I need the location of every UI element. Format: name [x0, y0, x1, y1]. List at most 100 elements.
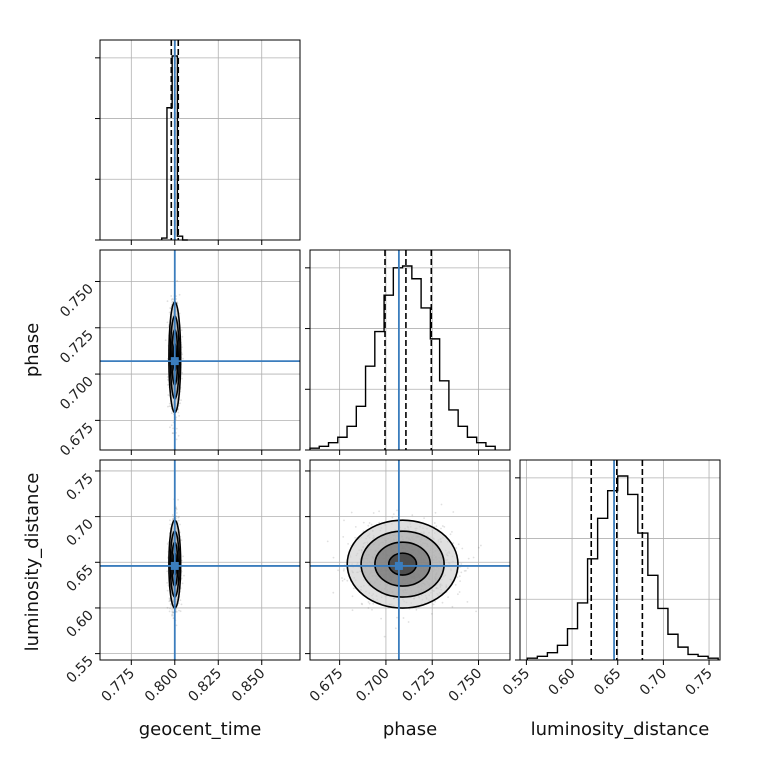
sample-point [175, 438, 178, 441]
sample-point [371, 608, 373, 611]
sample-point [368, 522, 371, 524]
sample-point [177, 519, 180, 522]
sample-point [171, 297, 174, 300]
y-tick-label: 0.60 [63, 607, 96, 640]
sample-point [343, 568, 345, 570]
sample-point [367, 524, 370, 527]
sample-point [452, 511, 455, 513]
sample-point [175, 515, 178, 518]
sample-point [169, 607, 172, 610]
y-axis-label-phase: phase [22, 323, 43, 377]
sample-point [171, 514, 174, 516]
sample-point [452, 542, 455, 544]
sample-point [458, 575, 461, 577]
panel-content [100, 250, 300, 450]
sample-point [332, 556, 335, 559]
sample-point [332, 591, 335, 594]
sample-point [166, 321, 169, 324]
sample-point [372, 512, 375, 514]
sample-point [181, 371, 184, 374]
panel-2d-phase-luminosity_distance: 0.675 0.700 0.725 0.750 [305, 459, 511, 706]
sample-point [166, 606, 169, 609]
sample-point [179, 523, 181, 526]
y-tick-label: 0.55 [63, 653, 96, 686]
y-axis-label-luminosity-distance: luminosity_distance [22, 473, 43, 652]
sample-point [451, 531, 453, 533]
sample-point [367, 601, 370, 603]
sample-point [168, 610, 171, 613]
truth-marker [170, 561, 179, 570]
sample-point [423, 517, 425, 519]
sample-point [459, 580, 461, 582]
sample-point [440, 503, 443, 506]
sample-point [460, 563, 463, 565]
panel-hist-luminosity_distance: 0.55 0.60 0.65 0.70 0.75 [500, 459, 721, 699]
sample-point [441, 601, 444, 604]
sample-point [368, 602, 371, 605]
sample-point [166, 582, 169, 584]
sample-point [370, 523, 373, 526]
sample-point [168, 402, 171, 405]
sample-point [179, 599, 182, 602]
contour-line [387, 552, 418, 576]
sample-point [166, 376, 169, 378]
x-tick-label: 0.775 [98, 666, 138, 706]
sample-point [170, 295, 173, 297]
sample-point [362, 521, 365, 524]
sample-point [169, 307, 172, 310]
sample-point [168, 600, 171, 603]
sample-point [361, 603, 364, 606]
sample-point [455, 547, 458, 549]
sample-point [172, 432, 175, 435]
sample-point [435, 525, 438, 528]
x-tick-label: 0.675 [307, 666, 347, 706]
sample-point [171, 432, 174, 434]
sample-point [179, 402, 182, 405]
sample-point [407, 621, 410, 623]
sample-point [168, 405, 171, 408]
sample-point [170, 605, 173, 607]
sample-point [175, 508, 178, 511]
sample-point [432, 603, 435, 606]
sample-point [458, 591, 461, 593]
sample-point [392, 513, 395, 515]
sample-point [183, 574, 185, 577]
sample-point [176, 301, 179, 303]
sample-point [434, 511, 437, 514]
sample-point [460, 571, 463, 574]
sample-point [177, 411, 180, 414]
sample-point [411, 514, 414, 517]
x-axis-label-phase: phase [383, 719, 437, 740]
sample-point [396, 616, 398, 619]
sample-point [180, 577, 183, 580]
sample-point [367, 607, 370, 609]
sample-point [181, 353, 184, 356]
sample-point [477, 546, 480, 549]
sample-point [169, 523, 172, 526]
sample-point [171, 614, 174, 617]
sample-point [180, 329, 183, 331]
sample-point [342, 536, 345, 538]
contour-line [374, 541, 432, 587]
sample-point [472, 556, 475, 559]
x-tick-label: 0.800 [142, 666, 182, 706]
sample-point [172, 517, 174, 520]
y-tick-label: 0.725 [57, 327, 97, 367]
histogram-phase [309, 265, 496, 450]
sample-point [175, 416, 178, 419]
sample-point [169, 599, 172, 602]
x-tick-label: 0.70 [637, 666, 670, 699]
sample-point [181, 582, 184, 585]
sample-point [443, 526, 446, 528]
sample-point [178, 515, 180, 518]
sample-point [175, 512, 178, 514]
sample-point [166, 300, 169, 303]
sample-point [391, 516, 394, 519]
x-tick-label: 0.55 [500, 666, 533, 699]
sample-point [463, 570, 466, 572]
sample-point [166, 570, 169, 573]
x-axis-label-geocent-time: geocent_time [139, 719, 262, 740]
x-tick-label: 0.60 [546, 666, 579, 699]
sample-point [457, 543, 460, 546]
sample-point [457, 593, 459, 596]
